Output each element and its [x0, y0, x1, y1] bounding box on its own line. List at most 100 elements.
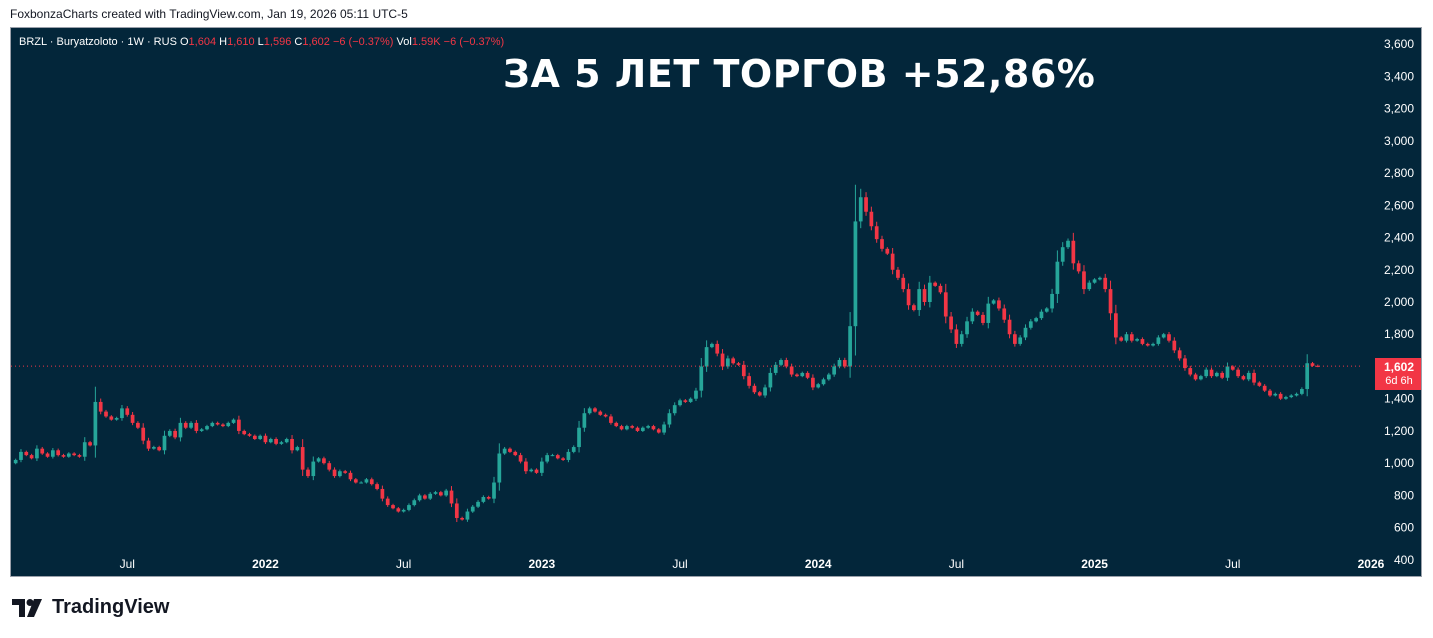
price-axis-label: 2,000 — [1384, 295, 1414, 309]
candle-body — [529, 469, 534, 472]
candle-body — [683, 400, 688, 402]
candle-body — [237, 419, 241, 431]
candle-body — [545, 455, 550, 462]
candle-body — [61, 455, 66, 457]
symbol-name[interactable]: BRZL · Buryatzoloto · 1W · RUS — [19, 36, 177, 48]
candle-body — [407, 505, 411, 510]
candle-body — [268, 439, 273, 443]
candle-body — [199, 429, 204, 431]
candle-body — [768, 372, 773, 388]
bar-countdown: 6d 6h — [1385, 375, 1413, 388]
candle-body — [635, 427, 640, 431]
candle-body — [82, 442, 87, 457]
candle-body — [51, 450, 55, 457]
candle-body — [789, 366, 794, 375]
price-axis-label: 800 — [1394, 488, 1414, 502]
candle-body — [1151, 343, 1155, 346]
candle-body — [619, 426, 624, 430]
candle-body — [189, 422, 193, 428]
candle-body — [880, 239, 884, 249]
candle-body — [1278, 393, 1283, 399]
price-axis: 4006008001,0001,2001,4001,6001,8002,0002… — [1384, 37, 1414, 567]
candle-body — [380, 488, 385, 499]
candle-body — [1310, 363, 1315, 366]
candle-body — [508, 448, 512, 452]
candle-body — [678, 400, 682, 406]
candle-body — [858, 197, 863, 222]
time-axis-label: Jul — [396, 557, 411, 571]
candle-body — [805, 372, 810, 378]
chart-panel[interactable]: 4006008001,0001,2001,4001,6001,8002,0002… — [10, 27, 1422, 577]
candle-body — [417, 495, 422, 501]
candle-body — [316, 458, 321, 462]
candle-body — [625, 426, 629, 430]
candlestick-series — [13, 184, 1320, 523]
candle-body — [1076, 263, 1081, 272]
candle-body — [502, 448, 507, 454]
candle-body — [874, 226, 879, 240]
candle-body — [715, 343, 720, 354]
candle-body — [247, 434, 252, 436]
candle-body — [662, 424, 666, 433]
candle-body — [125, 408, 130, 415]
symbol-legend[interactable]: BRZL · Buryatzoloto · 1W · RUS O1,604 H1… — [19, 36, 504, 48]
candle-body — [114, 418, 119, 420]
candle-body — [614, 422, 619, 427]
candle-body — [646, 426, 650, 428]
candle-body — [258, 435, 263, 439]
candle-body — [1028, 321, 1033, 328]
candle-body — [1082, 271, 1086, 290]
candle-body — [1204, 369, 1209, 377]
candle-body — [593, 408, 597, 412]
low-value: 1,596 — [263, 36, 292, 48]
candle-body — [359, 482, 363, 484]
last-price-value: 1,602 — [1383, 360, 1415, 375]
candle-body — [842, 360, 847, 367]
close-value: 1,602 — [302, 36, 330, 48]
candle-body — [826, 374, 831, 380]
candle-body — [1018, 337, 1023, 344]
candle-body — [927, 282, 932, 302]
candle-body — [279, 442, 284, 444]
candle-body — [1135, 339, 1139, 341]
candle-body — [1305, 363, 1310, 390]
candle-body — [274, 439, 278, 444]
candle-body — [1262, 385, 1267, 391]
candle-body — [353, 479, 358, 483]
candle-body — [13, 459, 18, 464]
candle-body — [263, 435, 268, 443]
candle-body — [295, 447, 300, 451]
candle-body — [194, 422, 199, 431]
candle-body — [1177, 350, 1182, 359]
candle-body — [1034, 318, 1038, 322]
candle-body — [571, 447, 576, 452]
candle-body — [1300, 389, 1304, 394]
tradingview-logo-icon — [12, 598, 42, 617]
candle-body — [77, 455, 82, 457]
candle-body — [1002, 308, 1007, 320]
candle-body — [731, 358, 736, 364]
price-axis-label: 400 — [1394, 553, 1414, 567]
price-axis-label: 2,600 — [1384, 198, 1414, 212]
candle-body — [1156, 337, 1161, 344]
candle-body — [1108, 289, 1113, 314]
candle-body — [704, 347, 709, 367]
candle-body — [1172, 340, 1177, 351]
price-axis-label: 1,800 — [1384, 327, 1414, 341]
candle-body — [476, 501, 480, 507]
candle-body — [986, 303, 991, 323]
price-chart[interactable]: 4006008001,0001,2001,4001,6001,8002,0002… — [11, 28, 1421, 576]
candle-body — [582, 413, 587, 428]
candle-body — [720, 353, 725, 367]
candle-body — [162, 435, 167, 451]
candle-body — [1193, 374, 1198, 380]
candle-body — [1013, 334, 1017, 344]
candle-body — [959, 334, 964, 344]
candle-body — [470, 506, 475, 512]
price-axis-label: 3,000 — [1384, 134, 1414, 148]
candle-body — [146, 440, 151, 449]
candle-body — [93, 401, 98, 446]
candle-body — [524, 461, 528, 472]
candle-body — [821, 379, 826, 385]
tradingview-logo[interactable]: TradingView — [12, 596, 169, 619]
